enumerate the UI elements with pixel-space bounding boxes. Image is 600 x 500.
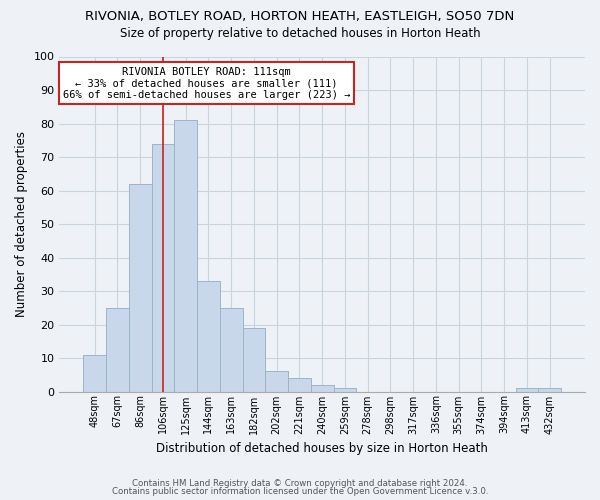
Bar [83, 354, 106, 392]
Bar [152, 144, 175, 392]
Bar [129, 184, 152, 392]
Bar [220, 308, 242, 392]
Bar [106, 308, 129, 392]
Bar [242, 328, 265, 392]
Text: Contains HM Land Registry data © Crown copyright and database right 2024.: Contains HM Land Registry data © Crown c… [132, 478, 468, 488]
Bar [175, 120, 197, 392]
Text: RIVONIA, BOTLEY ROAD, HORTON HEATH, EASTLEIGH, SO50 7DN: RIVONIA, BOTLEY ROAD, HORTON HEATH, EAST… [85, 10, 515, 23]
Text: RIVONIA BOTLEY ROAD: 111sqm
← 33% of detached houses are smaller (111)
66% of se: RIVONIA BOTLEY ROAD: 111sqm ← 33% of det… [63, 66, 350, 100]
X-axis label: Distribution of detached houses by size in Horton Heath: Distribution of detached houses by size … [156, 442, 488, 455]
Bar [515, 388, 538, 392]
Text: Contains public sector information licensed under the Open Government Licence v.: Contains public sector information licen… [112, 487, 488, 496]
Text: Size of property relative to detached houses in Horton Heath: Size of property relative to detached ho… [119, 28, 481, 40]
Bar [538, 388, 561, 392]
Bar [265, 372, 288, 392]
Bar [311, 385, 334, 392]
Bar [288, 378, 311, 392]
Bar [197, 281, 220, 392]
Bar [334, 388, 356, 392]
Y-axis label: Number of detached properties: Number of detached properties [15, 131, 28, 317]
